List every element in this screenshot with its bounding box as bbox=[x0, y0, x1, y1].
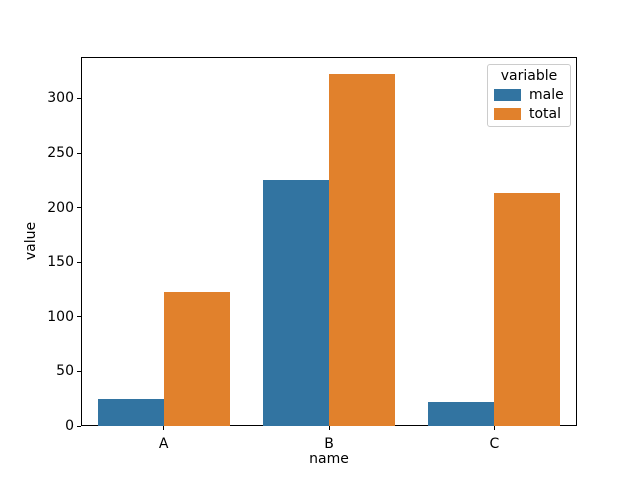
y-tick-mark bbox=[77, 152, 81, 154]
legend: variable male total bbox=[487, 64, 571, 127]
legend-title: variable bbox=[500, 68, 558, 84]
legend-label-total: total bbox=[529, 106, 562, 122]
y-tick-mark bbox=[77, 425, 81, 427]
y-tick-label: 300 bbox=[47, 90, 74, 107]
x-tick-label: A bbox=[158, 436, 169, 452]
bar-C-male bbox=[428, 401, 495, 426]
legend-swatch-total bbox=[494, 108, 521, 120]
x-axis-label: name bbox=[309, 451, 349, 467]
bar-A-total bbox=[163, 291, 230, 426]
legend-item-male: male bbox=[494, 87, 564, 103]
bar-B-total bbox=[329, 74, 396, 426]
y-tick-mark bbox=[77, 97, 81, 99]
y-tick-label: 50 bbox=[56, 363, 74, 380]
bar-A-male bbox=[97, 398, 164, 426]
y-tick-mark bbox=[77, 261, 81, 263]
x-tick-label: C bbox=[489, 436, 500, 452]
y-tick-mark bbox=[77, 207, 81, 209]
bar-B-male bbox=[262, 180, 329, 426]
y-tick-label: 0 bbox=[65, 418, 74, 434]
legend-label-male: male bbox=[529, 87, 564, 103]
x-tick-mark bbox=[493, 426, 495, 430]
y-tick-mark bbox=[77, 316, 81, 318]
y-tick-label: 250 bbox=[47, 145, 74, 162]
y-tick-mark bbox=[77, 370, 81, 372]
bar-C-total bbox=[494, 193, 561, 426]
x-tick-mark bbox=[163, 426, 165, 430]
x-tick-label: B bbox=[324, 436, 334, 452]
legend-swatch-male bbox=[494, 89, 521, 101]
legend-rows: male total bbox=[494, 87, 564, 122]
x-tick-mark bbox=[328, 426, 330, 430]
legend-item-total: total bbox=[494, 106, 564, 122]
y-tick-label: 200 bbox=[47, 199, 74, 216]
y-tick-label: 150 bbox=[47, 254, 74, 271]
y-tick-label: 100 bbox=[47, 308, 74, 325]
y-axis-label: value bbox=[23, 221, 39, 261]
